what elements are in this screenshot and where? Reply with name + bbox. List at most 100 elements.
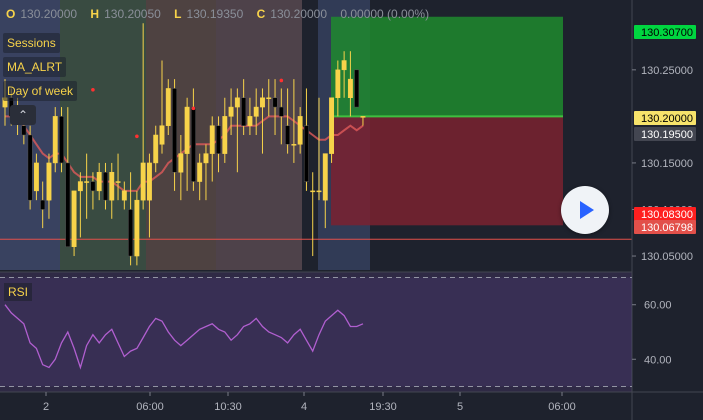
candle-body bbox=[172, 88, 178, 173]
price-badge bbox=[634, 25, 696, 39]
open-value: 130.20000 bbox=[20, 7, 78, 21]
candle-body bbox=[115, 181, 121, 183]
candle-body bbox=[134, 199, 140, 257]
time-tick-label: 5 bbox=[457, 401, 463, 413]
candle-body bbox=[128, 209, 134, 257]
low-value: 130.19350 bbox=[186, 7, 244, 21]
candle-body bbox=[297, 116, 303, 145]
candle-body bbox=[84, 181, 90, 183]
target-zone bbox=[331, 16, 563, 117]
candle-body bbox=[159, 125, 165, 145]
candle-body bbox=[121, 190, 127, 201]
chevron-up-icon: ⌃ bbox=[17, 108, 29, 122]
ohlc-legend: O 130.20000 H 130.20050 L 130.19350 C 130.20… bbox=[6, 7, 439, 21]
time-tick-label: 06:00 bbox=[548, 401, 576, 413]
signal-marker bbox=[91, 87, 95, 92]
candle-body bbox=[222, 116, 228, 154]
price-tick-label: 130.25000 bbox=[641, 65, 693, 77]
candle-body bbox=[322, 153, 328, 201]
candle-body bbox=[33, 162, 39, 192]
high-value: 130.20050 bbox=[104, 7, 161, 21]
candle-body bbox=[209, 125, 215, 154]
rsi-band-fill bbox=[0, 277, 632, 387]
candle-body bbox=[165, 88, 171, 126]
candle-body bbox=[341, 60, 347, 71]
price-badge-label: 130.08300 bbox=[641, 209, 693, 221]
candle-body bbox=[272, 97, 278, 108]
play-button[interactable] bbox=[561, 186, 609, 234]
candle-body bbox=[46, 162, 52, 201]
price-badge-label: 130.30700 bbox=[641, 27, 693, 39]
price-badge bbox=[634, 207, 696, 221]
rsi-pane-label[interactable]: RSI bbox=[4, 283, 33, 301]
indicator-sessions[interactable]: Sessions bbox=[3, 33, 60, 53]
candle-body bbox=[140, 162, 146, 201]
price-badge bbox=[634, 220, 696, 234]
close-label: C bbox=[256, 7, 266, 21]
rsi-pane-bg bbox=[0, 272, 632, 392]
candle-body bbox=[109, 171, 115, 201]
candle-body bbox=[354, 69, 360, 108]
candle-body bbox=[228, 106, 234, 117]
candle-body bbox=[190, 106, 196, 182]
candle-body bbox=[260, 97, 265, 108]
price-badge bbox=[634, 111, 696, 125]
candle-body bbox=[241, 97, 247, 126]
candle-body bbox=[303, 125, 309, 182]
candle-body bbox=[329, 97, 335, 154]
open-label: O bbox=[6, 7, 16, 21]
candle-body bbox=[40, 199, 46, 210]
candle-body bbox=[360, 116, 366, 118]
candle-body bbox=[316, 190, 322, 193]
candle-body bbox=[291, 144, 297, 146]
signal-marker bbox=[191, 106, 196, 111]
price-tick-label: 130.15000 bbox=[641, 158, 693, 170]
candle-body bbox=[310, 190, 316, 193]
candle-body bbox=[153, 134, 159, 164]
price-badge-label: 130.06798 bbox=[641, 222, 693, 234]
price-tick-label: 130.05000 bbox=[641, 251, 693, 263]
signal-marker bbox=[279, 78, 284, 83]
collapse-indicators-button[interactable]: ⌃ bbox=[10, 105, 36, 125]
candle-body bbox=[278, 106, 284, 117]
candle-body bbox=[71, 190, 77, 247]
time-tick-label: 06:00 bbox=[136, 401, 164, 413]
candle-body bbox=[203, 153, 209, 164]
candle-body bbox=[52, 116, 58, 164]
price-badge-label: 130.19500 bbox=[641, 129, 693, 141]
rsi-tick-label: 40.00 bbox=[644, 354, 672, 366]
candle-body bbox=[90, 181, 96, 192]
candle-body bbox=[59, 116, 64, 164]
candle-body bbox=[96, 171, 102, 192]
stop-zone bbox=[331, 116, 563, 226]
time-tick-label: 19:30 bbox=[369, 401, 397, 413]
candle-body bbox=[103, 171, 108, 201]
time-tick-label: 2 bbox=[43, 401, 49, 413]
candle-body bbox=[77, 181, 83, 192]
price-badge-label: 130.20000 bbox=[641, 113, 693, 125]
indicator-day-of-week[interactable]: Day of week bbox=[3, 81, 78, 101]
candle-body bbox=[184, 106, 190, 154]
low-label: L bbox=[174, 7, 182, 21]
candle-body bbox=[27, 134, 33, 201]
candle-body bbox=[253, 106, 259, 117]
price-badge bbox=[634, 127, 696, 141]
candle-body bbox=[335, 69, 341, 99]
candle-body bbox=[21, 125, 27, 136]
candle-body bbox=[146, 162, 152, 201]
candle-body bbox=[347, 78, 353, 99]
play-icon bbox=[580, 201, 594, 219]
change-value: 0.00000 (0.00%) bbox=[340, 7, 430, 21]
candle-body bbox=[247, 116, 253, 126]
ma-line bbox=[5, 115, 364, 192]
rsi-tick-label: 60.00 bbox=[644, 300, 672, 312]
candle-body bbox=[197, 162, 203, 182]
time-tick-label: 10:30 bbox=[214, 401, 242, 413]
time-tick-label: 4 bbox=[301, 401, 307, 413]
high-label: H bbox=[90, 7, 100, 21]
indicator-ma-alrt[interactable]: MA_ALRT bbox=[3, 57, 67, 77]
candle-body bbox=[178, 153, 184, 173]
candle-body bbox=[285, 125, 291, 145]
